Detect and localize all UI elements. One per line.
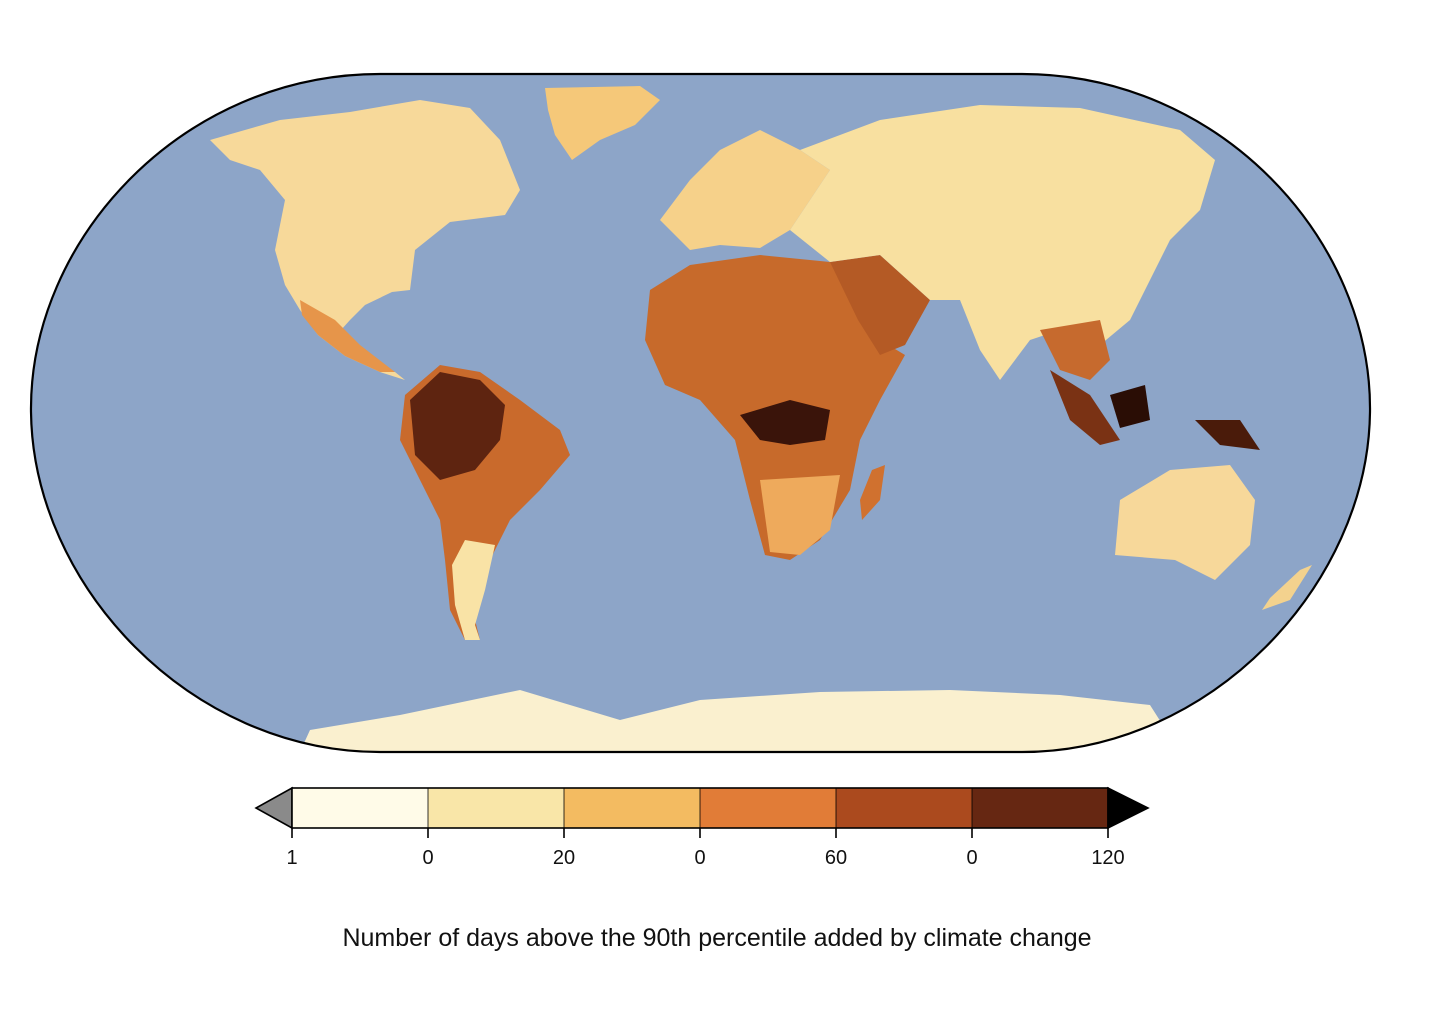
land-madagascar xyxy=(860,465,885,520)
land-asia xyxy=(790,105,1215,380)
land-arabia xyxy=(830,255,930,355)
figure-caption: Number of days above the 90th percentile… xyxy=(342,924,1092,952)
colorbar-tick-label: 0 xyxy=(422,847,433,869)
landmasses xyxy=(210,86,1312,752)
colorbar-tick-label: 120 xyxy=(1091,847,1124,869)
colorbar-under-arrow xyxy=(254,786,293,830)
colorbar-tick-label: 1 xyxy=(286,847,297,869)
land-greenland xyxy=(545,86,660,160)
land-south-africa xyxy=(760,475,840,555)
colorbar-bin xyxy=(292,788,428,828)
colorbar-bin xyxy=(700,788,836,828)
colorbar-bin xyxy=(836,788,972,828)
colorbar-bin xyxy=(564,788,700,828)
land-borneo xyxy=(1110,385,1150,428)
land-amazon-core xyxy=(410,372,505,480)
land-new-guinea xyxy=(1195,420,1260,450)
land-congo-core xyxy=(740,400,830,445)
colorbar-tick-label: 60 xyxy=(825,847,847,869)
globe-outline xyxy=(29,72,1372,754)
land-southeast-asia xyxy=(1040,320,1110,380)
land-indonesia xyxy=(1050,370,1120,445)
colorbar-bin xyxy=(972,788,1108,828)
land-europe xyxy=(660,130,830,250)
land-north-america xyxy=(210,100,520,380)
colorbar-tick-label: 0 xyxy=(966,847,977,869)
land-australia xyxy=(1115,465,1255,580)
colorbar-bin xyxy=(428,788,564,828)
colorbar: 1 0 20 0 60 0 120 xyxy=(254,786,1150,869)
land-patagonia xyxy=(452,540,495,640)
colorbar-tick-label: 0 xyxy=(694,847,705,869)
colorbar-ticks: 1 0 20 0 60 0 120 xyxy=(286,788,1125,869)
land-antarctica xyxy=(300,690,1180,752)
colorbar-over-arrow xyxy=(1107,786,1150,830)
colorbar-tick-label: 20 xyxy=(553,847,575,869)
colorbar-bins xyxy=(292,788,1108,828)
land-new-zealand xyxy=(1262,565,1312,610)
land-mexico-warm xyxy=(300,300,395,372)
